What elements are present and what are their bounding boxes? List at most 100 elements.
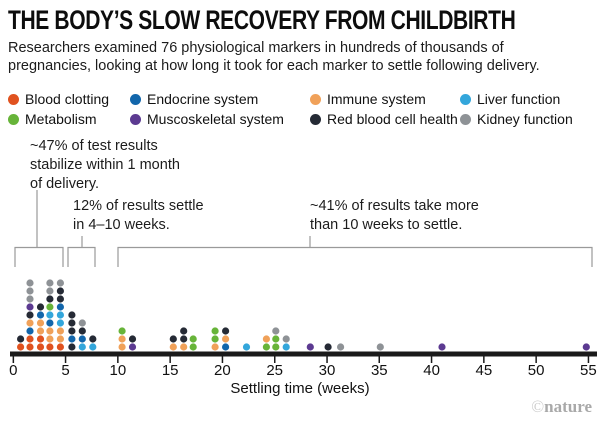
data-dot-blood_clotting [26,343,34,351]
data-dot-kidney [282,335,290,343]
x-tick-label: 55 [580,362,597,379]
annotation-line: than 10 weeks to settle. [310,217,463,233]
annotation-47pct: ~47% of test results stabilize within 1 … [30,137,180,194]
annotation-line: of delivery. [30,176,100,192]
data-dot-liver [78,343,86,351]
x-axis-tick [169,356,171,363]
data-dot-rbc [324,343,332,351]
legend-label: Red blood cell health [327,111,458,127]
range-bracket-1 [67,246,96,267]
data-dot-immune [46,327,54,335]
subtitle: Researchers examined 76 physiological ma… [8,40,540,74]
data-dot-kidney [26,287,34,295]
data-dot-metabolism [211,335,219,343]
data-dot-liver [242,343,251,351]
data-dot-metabolism [189,335,197,343]
x-axis-tick [221,356,224,363]
data-dot-rbc [68,319,76,327]
data-dot-kidney [376,343,384,351]
liver-dot-icon [460,93,471,105]
page-title: THE BODY’S SLOW RECOVERY FROM CHILDBIRTH [8,5,516,35]
x-axis-tick [535,356,537,363]
data-dot-blood_clotting [36,343,45,351]
data-dot-rbc [68,311,76,319]
data-dot-endocrine [68,335,76,343]
legend-item-liver: Liver function [460,91,560,107]
musculoskeletal-dot-icon [130,113,141,125]
x-tick-label: 30 [319,362,336,379]
data-dot-metabolism [262,343,270,351]
x-axis-line [10,351,597,357]
annotation-12pct: 12% of results settle in 4–10 weeks. [73,197,204,235]
range-bracket-2 [117,246,593,267]
annotation-line: ~41% of results take more [310,198,479,214]
data-dot-immune [211,343,219,351]
annotation-line: in 4–10 weeks. [73,217,170,233]
legend-label: Immune system [327,91,426,107]
x-tick-label: 35 [371,362,388,379]
endocrine-dot-icon [130,93,141,105]
data-dot-immune [262,335,270,343]
data-dot-rbc [78,327,86,335]
data-dot-musculoskeletal [438,343,446,351]
data-dot-metabolism [211,327,219,335]
data-dot-liver [56,311,64,319]
data-dot-kidney [337,343,345,351]
annotation-line: 12% of results settle [73,198,204,214]
data-dot-endocrine [78,335,86,343]
data-dot-immune [36,327,45,335]
legend-label: Muscoskeletal system [147,111,284,127]
data-dot-musculoskeletal [128,343,137,351]
x-tick-label: 15 [162,362,179,379]
legend-item-kidney: Kidney function [460,111,573,127]
data-dot-immune [118,335,126,343]
data-dot-kidney [26,279,34,287]
x-axis-tick [483,356,485,363]
data-dot-liver [89,343,97,351]
data-dot-rbc [56,287,64,295]
data-dot-metabolism [272,343,280,351]
legend-item-immune: Immune system [310,91,426,107]
data-dot-kidney [46,287,54,295]
data-dot-endocrine [56,303,64,311]
data-dot-liver [282,343,290,351]
data-dot-kidney [78,319,86,327]
data-dot-immune [36,319,45,327]
x-axis-tick [430,356,433,363]
legend-item-endocrine: Endocrine system [130,91,258,107]
brand-name: nature [544,397,592,416]
data-dot-kidney [56,279,64,287]
legend-label: Liver function [477,91,561,107]
data-dot-blood_clotting [56,343,64,351]
annotation-line: ~47% of test results [30,138,158,154]
x-tick-label: 40 [423,362,440,379]
kidney-dot-icon [460,113,471,125]
x-tick-label: 45 [476,362,493,379]
data-dot-rbc [222,327,230,335]
x-axis-tick [117,356,119,363]
data-dot-endocrine [36,311,45,319]
data-dot-metabolism [189,343,197,351]
x-axis-tick [587,356,590,363]
legend-item-blood_clotting: Blood clotting [8,91,109,107]
data-dot-rbc [89,335,97,343]
data-dot-rbc [68,343,76,351]
immune-dot-icon [310,93,321,105]
data-dot-metabolism [46,303,54,311]
legend-label: Endocrine system [147,91,259,107]
x-axis-tick [12,356,15,363]
x-axis-tick [274,356,276,363]
data-dot-endocrine [46,319,54,327]
data-dot-endocrine [26,327,34,335]
data-dot-rbc [68,327,76,335]
data-dot-musculoskeletal [582,343,590,351]
metabolism-dot-icon [8,113,19,125]
blood_clotting-dot-icon [8,93,19,105]
data-dot-rbc [180,327,188,335]
data-dot-immune [118,343,126,351]
data-dot-kidney [26,295,34,303]
data-dot-blood_clotting [46,343,54,351]
data-dot-immune [169,343,177,351]
